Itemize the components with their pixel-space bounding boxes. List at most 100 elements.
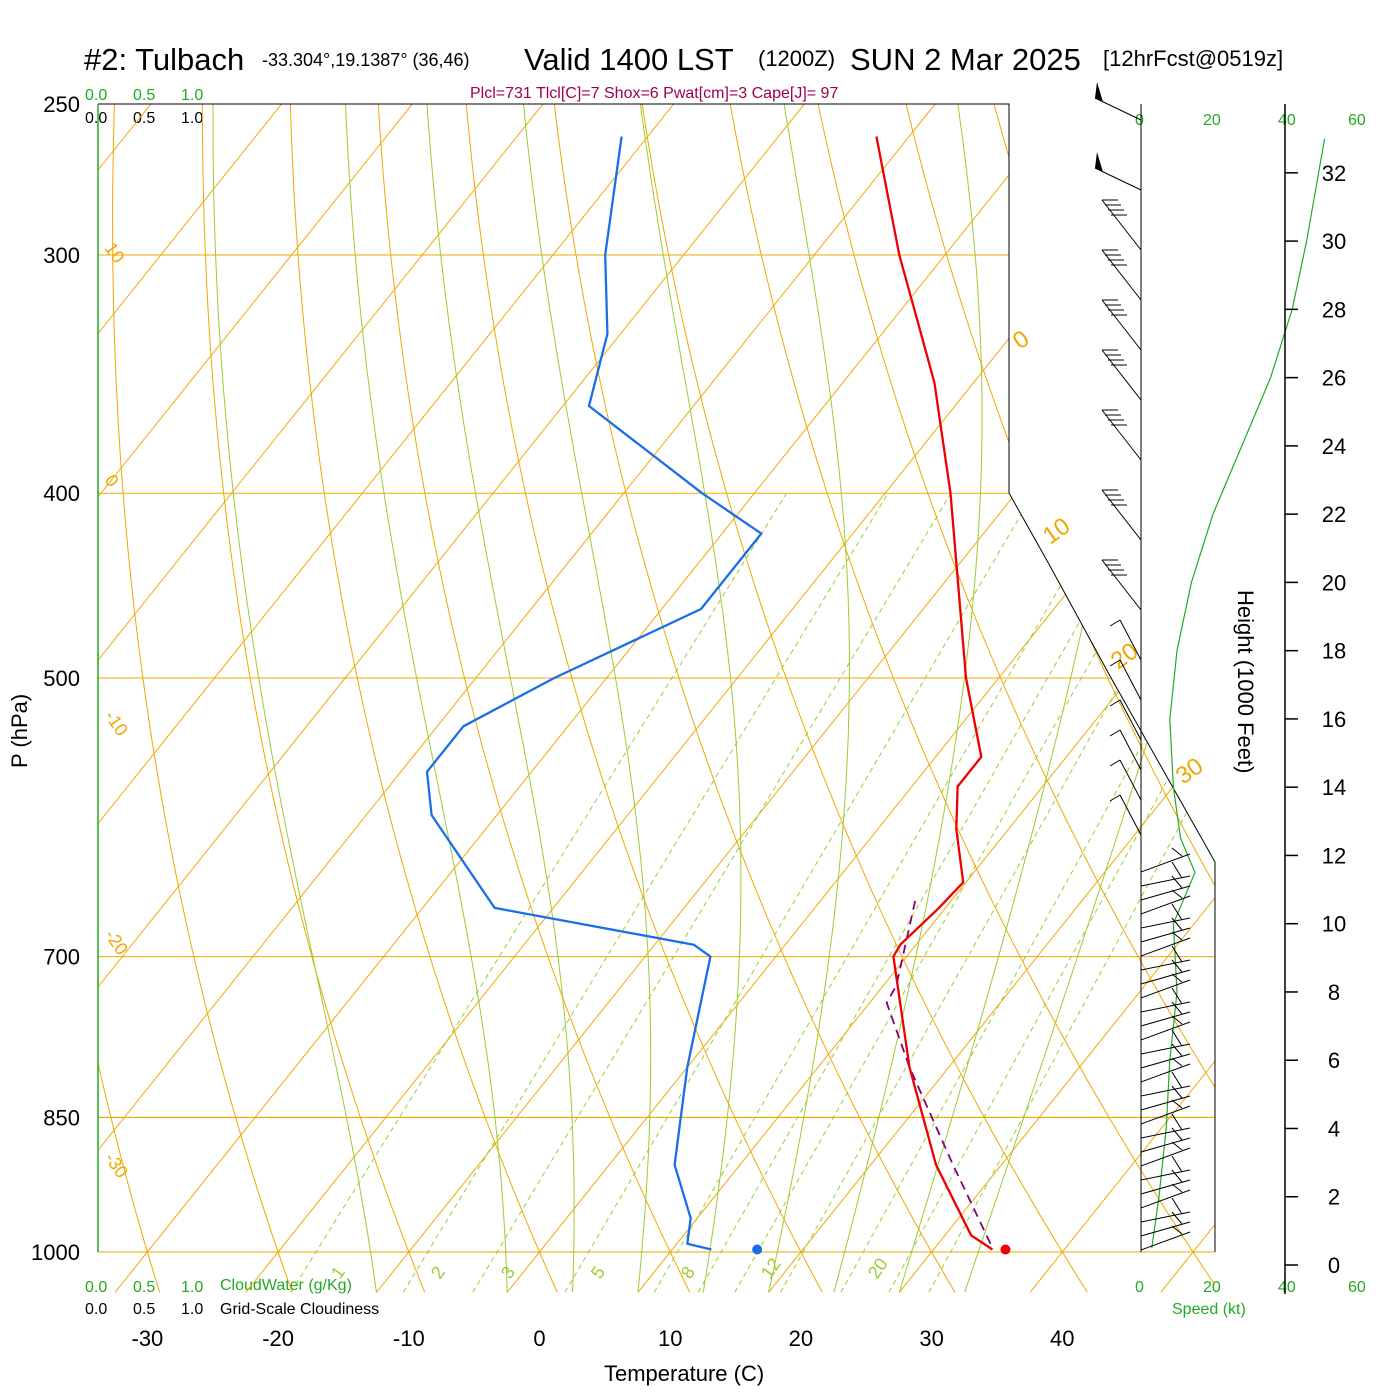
barb-shaft — [1140, 1085, 1191, 1097]
isotherm — [98, 104, 702, 1293]
height-tick-label: 0 — [1328, 1253, 1340, 1278]
mixing-ratio-line — [840, 492, 1215, 1293]
isotherm — [98, 104, 440, 1293]
barb-feather — [1171, 931, 1183, 941]
barb-shaft — [1101, 249, 1142, 301]
moist-adiabat — [343, 104, 508, 1293]
wind-barb — [1101, 559, 1142, 611]
surface-dewpoint-dot — [752, 1244, 763, 1255]
dry-adiabat — [549, 104, 956, 1293]
isotherm-label: 30 — [1171, 752, 1208, 789]
barb-feather — [1171, 903, 1183, 921]
barb-feather — [1171, 1141, 1183, 1151]
barb-feather — [1171, 945, 1183, 963]
height-tick-label: 10 — [1322, 912, 1346, 937]
temperature-tick-label: 0 — [533, 1326, 545, 1351]
thermo-grid — [98, 104, 1215, 1293]
dewpoint-profile — [425, 136, 763, 1251]
barb-feather — [1171, 987, 1183, 1005]
cloudiness-tick: 0.5 — [133, 110, 155, 127]
x-axis-label: Temperature (C) — [604, 1361, 764, 1386]
cloudwater-tick: 0.5 — [133, 1279, 155, 1296]
y-axis-label: P (hPa) — [7, 694, 32, 768]
parcel-trace — [885, 895, 992, 1245]
barb-shaft — [1119, 699, 1142, 741]
wind-barb — [1140, 1211, 1191, 1237]
wind-barb — [1140, 889, 1191, 915]
wind-barb — [1140, 1099, 1191, 1125]
cloudiness-tick: 1.0 — [181, 110, 203, 127]
pressure-tick-label: 400 — [43, 481, 80, 506]
cloudiness-top-scale: 0.0 0.5 1.0 — [85, 110, 203, 127]
barb-feather — [1171, 1015, 1183, 1025]
barb-feather — [1171, 1169, 1183, 1183]
barb-feather — [1109, 699, 1121, 707]
mixing-ratio-line — [290, 492, 788, 1293]
mixing-ratio-line — [402, 492, 889, 1293]
moist-adiabat — [424, 104, 575, 1293]
barb-shaft — [1140, 1169, 1191, 1181]
plot-border — [98, 103, 1216, 1252]
sounding-indices: Plcl=731 Tlcl[C]=7 Shox=6 Pwat[cm]=3 Cap… — [470, 85, 838, 102]
isotherm — [768, 104, 1215, 1293]
barb-shaft — [1119, 759, 1142, 801]
cloudwater-tick: 0.0 — [85, 87, 107, 104]
barb-feather — [1109, 619, 1121, 627]
wind-barb — [1101, 199, 1142, 251]
barb-feather — [1171, 1127, 1183, 1141]
barb-shaft — [1140, 1147, 1191, 1167]
cloudiness-tick: 0.0 — [85, 1301, 107, 1318]
moist-adiabat — [768, 104, 850, 1293]
wind-barb — [1140, 1113, 1191, 1139]
cloudiness-tick: 0.5 — [133, 1301, 155, 1318]
isotherm — [98, 104, 963, 1293]
dry-adiabat — [1158, 104, 1215, 1293]
mixing-ratio-line — [928, 492, 1215, 1293]
barb-shaft — [1140, 1095, 1191, 1111]
isotherm — [898, 104, 1215, 1293]
height-tick-label: 8 — [1328, 980, 1340, 1005]
dry-adiabat — [723, 104, 1215, 1293]
barb-shaft — [1140, 1001, 1191, 1013]
height-tick-label: 24 — [1322, 434, 1346, 459]
height-tick-label: 32 — [1322, 161, 1346, 186]
barb-feather — [1109, 794, 1121, 802]
height-tick-label: 14 — [1322, 775, 1346, 800]
isotherm-label: -20 — [101, 926, 132, 959]
mixing-ratio-label: 20 — [864, 1254, 892, 1282]
barb-feather — [1171, 1001, 1183, 1015]
barb-feather — [1171, 889, 1183, 899]
barb-feather — [1171, 1183, 1183, 1193]
temperature-tick-label: 40 — [1050, 1326, 1074, 1351]
mixing-ratio-line — [564, 492, 1034, 1293]
isotherm-label: -30 — [101, 1149, 132, 1182]
mixing-ratio-line — [697, 492, 1154, 1293]
valid-date: SUN 2 Mar 2025 — [850, 42, 1081, 77]
barb-feather — [1171, 1085, 1183, 1099]
wind-barb — [1140, 1085, 1191, 1111]
dry-adiabat — [289, 104, 558, 1293]
valid-utc: (1200Z) — [758, 46, 835, 71]
speed-tick: 40 — [1278, 1279, 1296, 1296]
speed-tick: 60 — [1348, 1279, 1366, 1296]
dry-adiabat — [376, 104, 691, 1293]
barb-shaft — [1140, 1105, 1191, 1125]
cloudwater-tick: 0.5 — [133, 87, 155, 104]
wind-barb — [1109, 759, 1142, 801]
dry-adiabat — [462, 104, 823, 1293]
barb-shaft — [1101, 199, 1142, 251]
barb-feather — [1109, 659, 1121, 667]
cloudwater-tick: 1.0 — [181, 1279, 203, 1296]
speed-label: Speed (kt) — [1172, 1301, 1246, 1318]
wind-barb — [1109, 619, 1142, 661]
isotherm — [98, 104, 310, 1293]
barb-shaft — [1119, 619, 1142, 661]
mixing-ratio-label: 3 — [497, 1263, 519, 1283]
temperature-tick-label: 30 — [919, 1326, 943, 1351]
barb-feather — [1171, 959, 1183, 973]
mixing-ratio-line — [472, 492, 952, 1293]
temperature-tick-label: 20 — [789, 1326, 813, 1351]
wind-barb — [1109, 699, 1142, 741]
barb-feather — [1171, 875, 1183, 889]
valid-time: Valid 1400 LST — [524, 42, 734, 77]
